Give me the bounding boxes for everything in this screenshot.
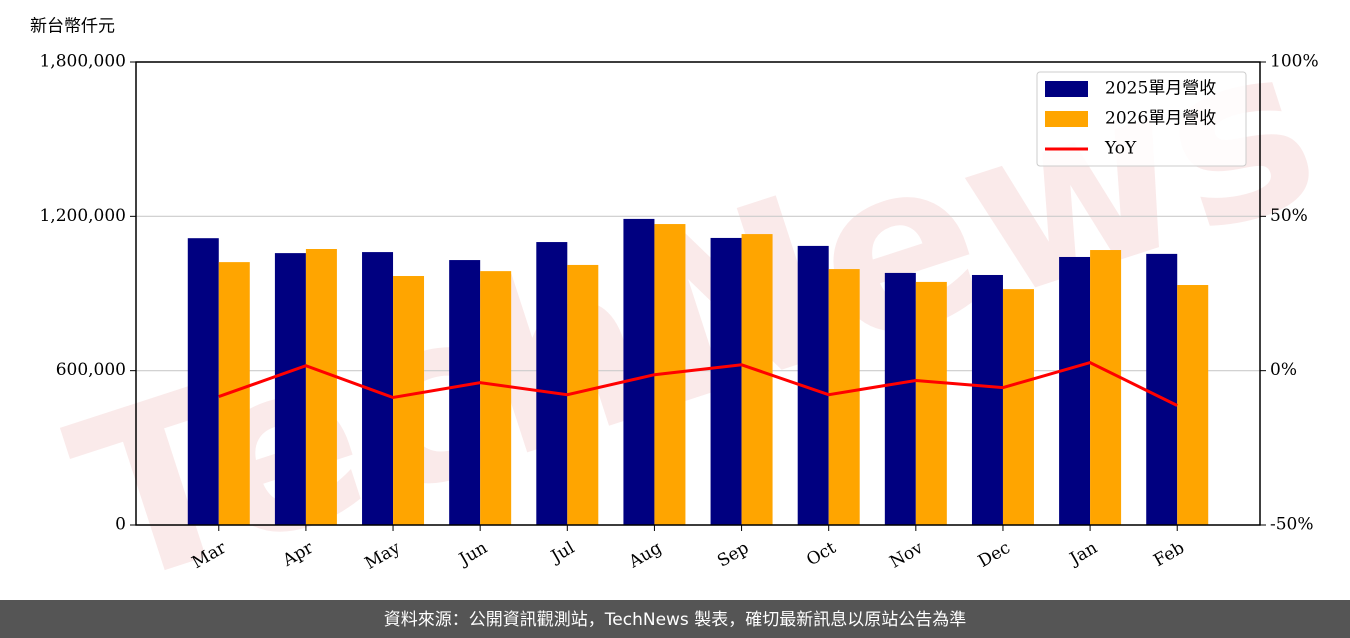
line [218, 360, 1178, 407]
x-tick-label: Jan [1065, 538, 1101, 570]
y2-tick-label: 50% [1270, 206, 1308, 226]
x-tick-label: Aug [625, 538, 666, 573]
bar [274, 253, 306, 526]
plot-frame [135, 61, 1261, 526]
legend-swatch [1045, 81, 1088, 97]
x-tick-label: Oct [803, 538, 839, 571]
bar [884, 272, 916, 525]
y-axis-label: 新台幣仟元 [30, 17, 115, 37]
x-tick-label: Jul [546, 538, 578, 568]
y-tick-label: 0 [115, 515, 126, 535]
bar [536, 242, 568, 526]
bar [623, 218, 655, 525]
bar [971, 274, 1003, 525]
bar [449, 260, 481, 525]
x-tick-label: Jun [454, 538, 491, 571]
bar [1146, 253, 1178, 526]
x-tick-label: Dec [975, 538, 1014, 572]
y2-tick-label: -50% [1270, 515, 1314, 535]
bar [1002, 289, 1034, 525]
legend-box [1036, 71, 1247, 167]
y2-tick-label: 0% [1270, 360, 1297, 380]
bar [187, 238, 219, 526]
y-tick-label: 600,000 [56, 360, 126, 380]
y-tick-label: 1,800,000 [39, 52, 126, 72]
bar [741, 234, 773, 525]
bar [393, 276, 425, 525]
footer: 資料來源：公開資訊觀測站，TechNews 製表，確切最新訊息以原站公告為準 [384, 610, 966, 630]
bar [1059, 256, 1091, 525]
legend-swatch [1045, 111, 1088, 127]
bar [1177, 285, 1209, 525]
legend: 2025單月營收 2026單月營收 YoY [1036, 71, 1247, 167]
bar [828, 269, 860, 525]
x-tick-label: Feb [1150, 538, 1188, 571]
y-tick-label: 1,200,000 [39, 206, 126, 226]
bar [480, 271, 512, 525]
legend-label: 2026單月營收 [1105, 109, 1216, 129]
bar [915, 281, 947, 525]
footer-bar [0, 600, 1350, 638]
bar [710, 237, 742, 525]
legend-label: YoY [1104, 139, 1137, 159]
x-tick-label: Sep [714, 538, 752, 572]
bar [1090, 250, 1122, 525]
y2-tick-label: 100% [1270, 52, 1319, 72]
bar [305, 249, 337, 525]
x-tick-label: Nov [887, 538, 927, 573]
legend-label: 2025單月營收 [1105, 79, 1216, 99]
